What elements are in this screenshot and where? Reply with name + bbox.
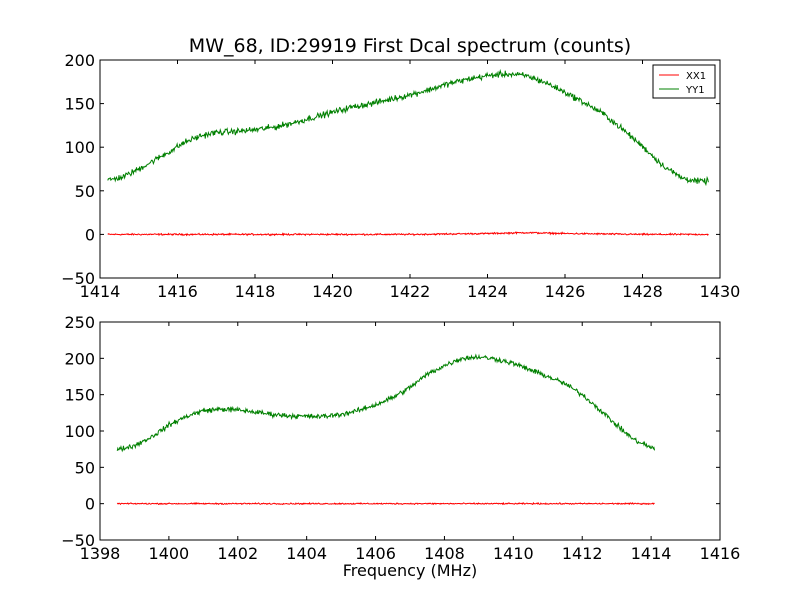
y-tick-label: 150 [64, 95, 95, 114]
x-tick-label: 1430 [700, 282, 741, 301]
x-tick-label: 1418 [235, 282, 276, 301]
x-tick-label: 1420 [312, 282, 353, 301]
x-tick-label: 1414 [80, 282, 121, 301]
x-tick-label: 1412 [562, 544, 603, 563]
x-tick-label: 1428 [622, 282, 663, 301]
x-tick-label: 1410 [493, 544, 534, 563]
x-tick-label: 1416 [700, 544, 741, 563]
x-tick-label: 1426 [545, 282, 586, 301]
x-tick-label: 1414 [631, 544, 672, 563]
x-tick-label: 1406 [355, 544, 396, 563]
x-tick-label: 1402 [217, 544, 258, 563]
x-tick-label: 1408 [424, 544, 465, 563]
series-line-xx1 [116, 501, 655, 506]
x-tick-label: 1416 [157, 282, 198, 301]
series-line-yy1 [107, 68, 709, 187]
y-tick-label: 100 [64, 138, 95, 157]
x-tick-label: 1400 [149, 544, 190, 563]
y-tick-label: 100 [64, 422, 95, 441]
y-tick-label: 0 [85, 225, 95, 244]
y-tick-label: 250 [64, 313, 95, 332]
legend-label-yy1: YY1 [685, 85, 705, 96]
x-tick-label: 1404 [286, 544, 327, 563]
y-tick-label: 200 [64, 349, 95, 368]
y-tick-label: 50 [75, 458, 95, 477]
y-tick-label: −50 [61, 269, 95, 288]
y-tick-label: 0 [85, 495, 95, 514]
series-line-yy1 [116, 353, 656, 453]
x-tick-label: 1398 [80, 544, 121, 563]
x-tick-label: 1424 [467, 282, 508, 301]
series-line-xx1 [107, 231, 709, 237]
y-tick-label: 150 [64, 386, 95, 405]
legend-box [652, 64, 716, 99]
legend-label-xx1: XX1 [686, 71, 706, 82]
y-tick-label: 50 [75, 182, 95, 201]
chart-title: MW_68, ID:29919 First Dcal spectrum (cou… [189, 35, 631, 57]
top-subplot: 1414 1416 1418 1420 1422 1424 1426 1428 1430 −50 0… [61, 51, 740, 301]
y-tick-label: −50 [61, 531, 95, 550]
bottom-subplot: 1398 1400 1402 1404 1406 1408 1410 1412 1414 1416… [61, 313, 740, 563]
x-axis-label: Frequency (MHz) [343, 561, 477, 580]
x-tick-label: 1422 [390, 282, 431, 301]
y-tick-label: 200 [64, 51, 95, 70]
